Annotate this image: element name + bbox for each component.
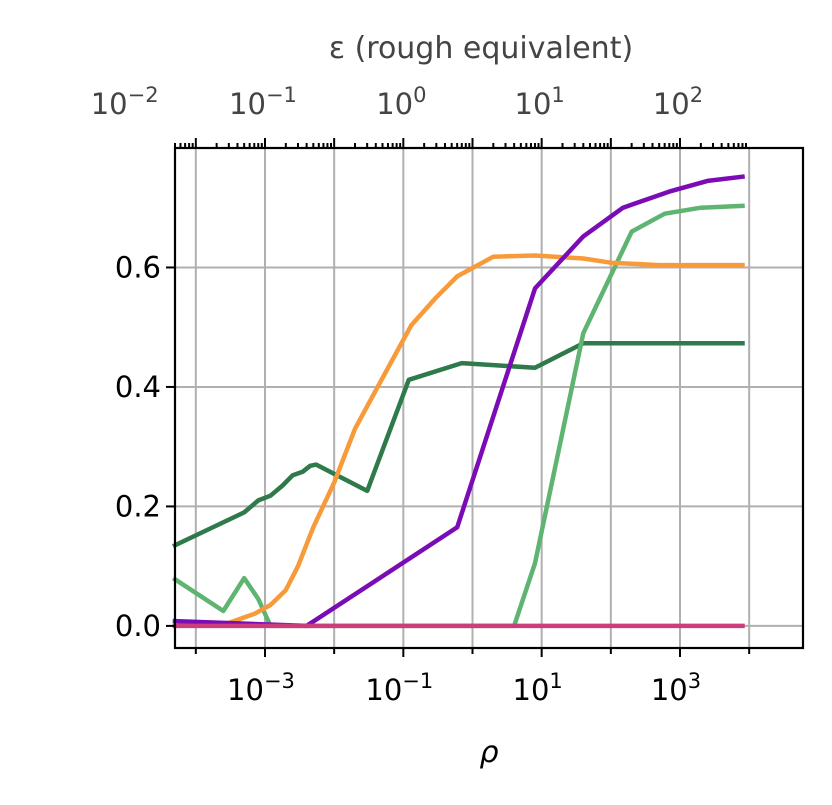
series-group	[171, 174, 746, 629]
series-line-4	[172, 174, 746, 629]
series-line-3	[172, 253, 745, 629]
top-axis-label: ε (rough equivalent)	[329, 31, 633, 66]
y-tick-label: 0.0	[115, 609, 161, 643]
x-tick-label: 103	[651, 669, 701, 707]
y-tick-label: 0.6	[115, 250, 161, 284]
grid	[175, 148, 803, 648]
y-tick-label: 0.4	[115, 370, 161, 404]
top-tick-label: 10−1	[229, 83, 297, 121]
x-tick-label: 10−3	[227, 669, 295, 707]
y-tick-label: 0.2	[115, 489, 161, 523]
top-tick-label: 102	[653, 83, 703, 121]
series-line-2	[171, 203, 745, 629]
series-line-1	[172, 341, 745, 549]
top-tick-label: 10−2	[91, 83, 159, 121]
tick-labels: 0.0 0.2 0.4 0.6 10−3 10−1 101 103 10−2 10−1 100 101…	[91, 83, 703, 707]
top-tick-label: 100	[376, 83, 426, 121]
top-axis-ticks	[174, 138, 748, 148]
plot-frame	[173, 146, 805, 650]
x-axis-label: ρ	[479, 735, 498, 770]
top-tick-label: 101	[515, 83, 565, 121]
x-tick-label: 10−1	[365, 669, 433, 707]
x-tick-label: 101	[513, 669, 563, 707]
tick-marks	[166, 138, 751, 657]
